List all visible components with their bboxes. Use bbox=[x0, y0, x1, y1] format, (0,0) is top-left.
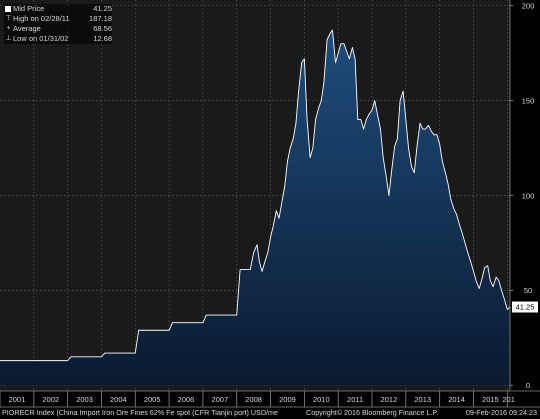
x-tick-label: 2011 bbox=[347, 395, 363, 404]
footer: PIORECR Index (China Import Iron Ore Fin… bbox=[0, 407, 540, 419]
average-marker-icon: + bbox=[6, 25, 11, 32]
x-tick-label: 2001 bbox=[9, 395, 26, 404]
low-marker-icon: ⊥ bbox=[5, 35, 12, 42]
x-tick-label: 2007 bbox=[211, 395, 228, 404]
legend-row-high: ⊤ High on 02/28/11 187.18 bbox=[4, 14, 112, 24]
legend-average-value: 68.56 bbox=[93, 24, 112, 33]
index-description: PIORECR Index (China Import Iron Ore Fin… bbox=[2, 408, 279, 417]
timestamp-text: 09-Feb-2016 09:24:23 bbox=[465, 408, 537, 417]
x-tick-label: 2012 bbox=[381, 395, 398, 404]
x-tick-label: 2008 bbox=[245, 395, 262, 404]
series-swatch-icon bbox=[5, 6, 11, 12]
area-layer bbox=[0, 29, 511, 386]
axis-layer: 0 50 100 150 200 2001 2002 2003 2004 2005 2006 2007… bbox=[0, 0, 540, 408]
last-value-badge bbox=[512, 301, 538, 313]
legend-row-average: + Average 68.56 bbox=[4, 24, 112, 34]
series-area bbox=[0, 30, 510, 386]
x-tick-label: 2009 bbox=[279, 395, 296, 404]
legend-row-series: Mid Price 41.25 bbox=[4, 4, 112, 14]
legend-series-name: Mid Price bbox=[13, 4, 45, 13]
legend-high-label: High on 02/28/11 bbox=[13, 14, 70, 23]
x-tick-label: 2005 bbox=[144, 395, 161, 404]
series-line bbox=[0, 29, 511, 362]
y-tick-label: 0 bbox=[526, 381, 530, 390]
x-tick-label: 2015 bbox=[482, 395, 499, 404]
legend-average-label: Average bbox=[13, 24, 41, 33]
x-tick-label: 2006 bbox=[178, 395, 195, 404]
y-tick-label: 200 bbox=[522, 1, 535, 10]
legend-last-value: 41.25 bbox=[93, 4, 112, 13]
x-tick-label: 2010 bbox=[313, 395, 330, 404]
x-tick-label: 2013 bbox=[414, 395, 431, 404]
x-tick-label: 2002 bbox=[42, 395, 59, 404]
y-tick-label: 150 bbox=[522, 96, 535, 105]
high-marker-icon: ⊤ bbox=[5, 15, 12, 22]
copyright-text: Copyright© 2016 Bloomberg Finance L.P. bbox=[306, 408, 439, 417]
y-tick-label: 100 bbox=[522, 191, 535, 200]
y-tick-label: 50 bbox=[524, 286, 532, 295]
legend-row-low: ⊥ Low on 01/31/02 12.68 bbox=[4, 34, 112, 44]
legend-high-value: 187.18 bbox=[89, 14, 112, 23]
last-value-label: 41.25 bbox=[516, 303, 535, 312]
x-tick-label: 2004 bbox=[110, 395, 127, 404]
grid-layer bbox=[0, 0, 510, 391]
x-tick-label: 2014 bbox=[448, 395, 465, 404]
legend-low-value: 12.68 bbox=[93, 34, 112, 43]
x-tick-label: 2003 bbox=[76, 395, 93, 404]
legend-low-label: Low on 01/31/02 bbox=[13, 34, 69, 43]
legend: Mid Price 41.25 ⊤ High on 02/28/11 187.18… bbox=[4, 4, 112, 44]
x-tick-label: 201 bbox=[502, 395, 515, 404]
